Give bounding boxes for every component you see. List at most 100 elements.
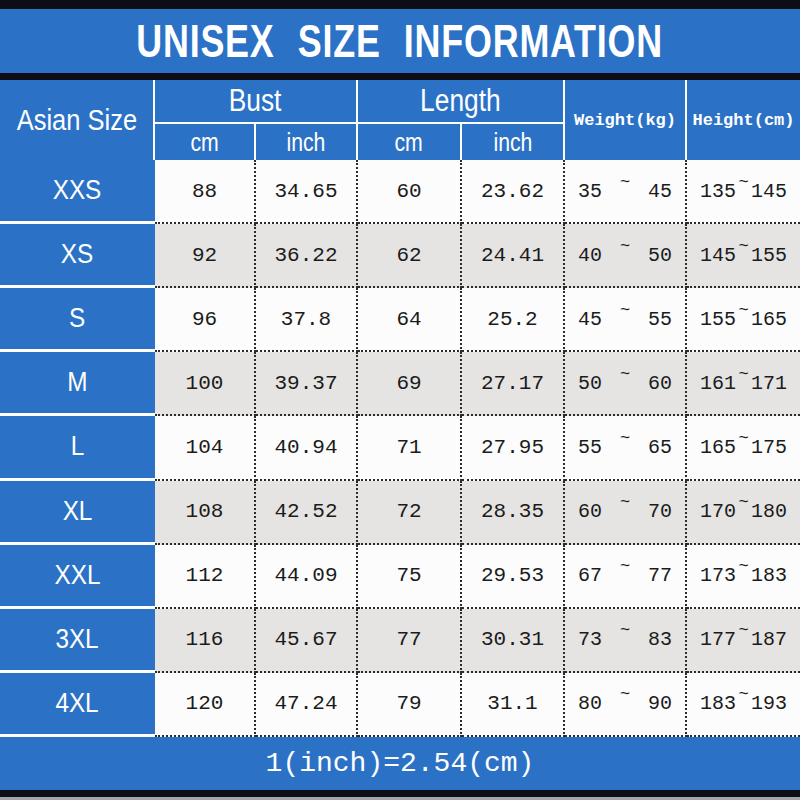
size-cell: XL (0, 481, 155, 545)
bottom-divider-bar (0, 790, 800, 797)
page-title: UNISEX SIZE INFORMATION (137, 14, 664, 68)
weight-cell: 55~65 (565, 416, 687, 480)
table-row-s: S 96 37.8 64 25.2 45~55 155~165 (0, 288, 800, 352)
conversion-note: 1(inch)=2.54(cm) (266, 748, 535, 779)
tilde: ~ (620, 365, 630, 384)
bust-cm-cell: 100 (155, 352, 256, 416)
bust-cm-cell: 116 (155, 609, 256, 673)
tilde: ~ (620, 493, 630, 512)
size-cell: L (0, 416, 155, 480)
bust-cm-cell: 120 (155, 673, 256, 737)
weight-cell: 60~70 (565, 481, 687, 545)
length-cm-cell: 79 (358, 673, 462, 737)
bust-inch-cell: 42.52 (256, 481, 358, 545)
length-inch-cell: 27.17 (462, 352, 565, 416)
title-band: UNISEX SIZE INFORMATION (0, 9, 800, 73)
tilde: ~ (738, 365, 748, 384)
header-asian-size: Asian Size (0, 80, 155, 160)
tilde: ~ (738, 237, 748, 256)
length-inch-cell: 24.41 (462, 224, 565, 288)
size-cell: 4XL (0, 673, 155, 737)
size-cell: XXL (0, 545, 155, 609)
table-row-3xl: 3XL 116 45.67 77 30.31 73~83 177~187 (0, 609, 800, 673)
height-cell: 135~145 (687, 160, 800, 224)
length-cm-cell: 77 (358, 609, 462, 673)
size-cell: S (0, 288, 155, 352)
table-row-4xl: 4XL 120 47.24 79 31.1 80~90 183~193 (0, 673, 800, 737)
weight-cell: 50~60 (565, 352, 687, 416)
bust-cm-cell: 108 (155, 481, 256, 545)
height-cell: 161~171 (687, 352, 800, 416)
length-inch-cell: 27.95 (462, 416, 565, 480)
tilde: ~ (620, 173, 630, 192)
table-header: Asian Size Bust Length cm inch cm inch W… (0, 80, 800, 160)
height-cell: 177~187 (687, 609, 800, 673)
table-row-xl: XL 108 42.52 72 28.35 60~70 170~180 (0, 481, 800, 545)
length-cm-cell: 75 (358, 545, 462, 609)
table-row-xxl: XXL 112 44.09 75 29.53 67~77 173~183 (0, 545, 800, 609)
tilde: ~ (620, 557, 630, 576)
tilde: ~ (738, 173, 748, 192)
table-row-xs: XS 92 36.22 62 24.41 40~50 145~155 (0, 224, 800, 288)
table-row-xxs: XXS 88 34.65 60 23.62 35~45 135~145 (0, 160, 800, 224)
length-inch-cell: 28.35 (462, 481, 565, 545)
length-inch-cell: 30.31 (462, 609, 565, 673)
weight-cell: 73~83 (565, 609, 687, 673)
height-cell: 145~155 (687, 224, 800, 288)
size-cell: 3XL (0, 609, 155, 673)
bust-cm-cell: 104 (155, 416, 256, 480)
bust-cm-cell: 112 (155, 545, 256, 609)
bust-inch-cell: 40.94 (256, 416, 358, 480)
bust-inch-cell: 36.22 (256, 224, 358, 288)
bust-inch-cell: 45.67 (256, 609, 358, 673)
length-cm-cell: 64 (358, 288, 462, 352)
header-length-cm: cm (358, 124, 462, 160)
bust-cm-cell: 88 (155, 160, 256, 224)
length-cm-cell: 71 (358, 416, 462, 480)
size-cell: XS (0, 224, 155, 288)
header-length-group: Length (358, 80, 565, 124)
header-height: Height(cm) (687, 80, 800, 160)
length-cm-cell: 60 (358, 160, 462, 224)
length-cm-cell: 72 (358, 481, 462, 545)
tilde: ~ (738, 301, 748, 320)
tilde: ~ (738, 493, 748, 512)
bust-inch-cell: 44.09 (256, 545, 358, 609)
height-cell: 155~165 (687, 288, 800, 352)
table-body: XXS 88 34.65 60 23.62 35~45 135~145 XS 9… (0, 160, 800, 737)
height-cell: 183~193 (687, 673, 800, 737)
weight-cell: 40~50 (565, 224, 687, 288)
header-bust-inch: inch (256, 124, 358, 160)
weight-cell: 80~90 (565, 673, 687, 737)
height-cell: 170~180 (687, 481, 800, 545)
size-cell: XXS (0, 160, 155, 224)
table-row-l: L 104 40.94 71 27.95 55~65 165~175 (0, 416, 800, 480)
bust-inch-cell: 47.24 (256, 673, 358, 737)
tilde: ~ (620, 685, 630, 704)
length-inch-cell: 23.62 (462, 160, 565, 224)
length-cm-cell: 62 (358, 224, 462, 288)
bust-inch-cell: 34.65 (256, 160, 358, 224)
height-cell: 165~175 (687, 416, 800, 480)
bust-inch-cell: 39.37 (256, 352, 358, 416)
header-bust-group: Bust (155, 80, 358, 124)
weight-cell: 35~45 (565, 160, 687, 224)
unisex-size-chart: UNISEX SIZE INFORMATION Asian Size Bust … (0, 0, 800, 800)
tilde: ~ (620, 301, 630, 320)
tilde: ~ (738, 685, 748, 704)
tilde: ~ (738, 429, 748, 448)
length-inch-cell: 31.1 (462, 673, 565, 737)
conversion-note-band: 1(inch)=2.54(cm) (0, 737, 800, 790)
length-inch-cell: 25.2 (462, 288, 565, 352)
bust-cm-cell: 96 (155, 288, 256, 352)
length-inch-cell: 29.53 (462, 545, 565, 609)
header-bust-cm: cm (155, 124, 256, 160)
size-cell: M (0, 352, 155, 416)
table-row-m: M 100 39.37 69 27.17 50~60 161~171 (0, 352, 800, 416)
title-divider-bar (0, 73, 800, 80)
tilde: ~ (738, 621, 748, 640)
length-cm-cell: 69 (358, 352, 462, 416)
header-length-inch: inch (462, 124, 565, 160)
tilde: ~ (620, 237, 630, 256)
weight-cell: 67~77 (565, 545, 687, 609)
